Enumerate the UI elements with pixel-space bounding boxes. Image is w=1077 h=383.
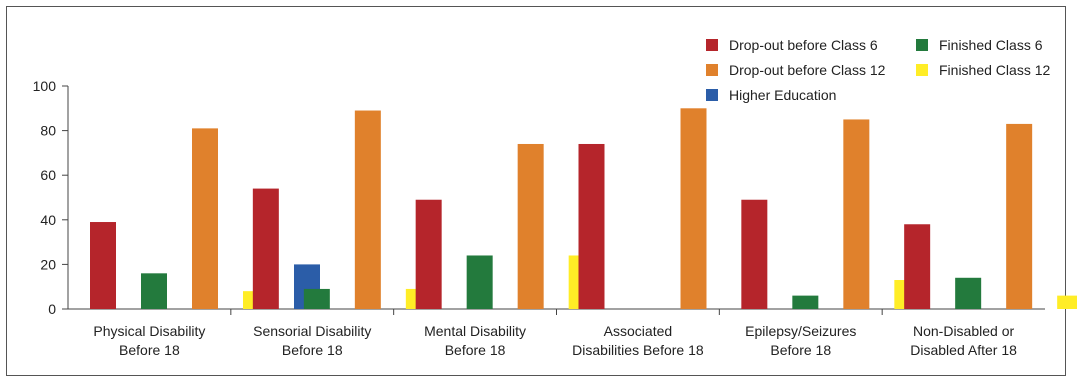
bar [578,143,605,309]
bar [904,224,931,309]
y-tick-label: 20 [40,256,56,272]
category-label: Before 18 [282,342,343,358]
chart-legend: Drop-out before Class 6 Finished Class 6 D… [706,37,1050,103]
bar [466,255,493,309]
legend-label: Finished Class 6 [939,37,1043,53]
category-label: Physical Disability [93,323,205,339]
bar [192,128,218,309]
legend-swatch [706,39,718,51]
bar [1057,295,1077,309]
category-labels: Physical Disability Before 18 Sensorial Di… [93,323,1017,358]
category-label: Associated [604,323,672,339]
chart-axes: 0 20 40 60 80 100 [33,78,1045,317]
bar [843,119,870,309]
y-tick-label: 80 [40,123,56,139]
y-tick-label: 100 [33,78,57,94]
bar [303,288,330,309]
legend-swatch [706,89,718,101]
category-label: Before 18 [445,342,506,358]
category-label: Sensorial Disability [253,323,371,339]
bar [90,222,116,309]
y-tick-label: 0 [48,301,56,317]
bar [252,188,279,309]
y-tick-label: 40 [40,212,56,228]
legend-swatch [916,64,928,76]
y-tick-label: 60 [40,167,56,183]
bar [1006,123,1033,309]
legend-label: Finished Class 12 [939,62,1050,78]
category-label: Before 18 [119,342,180,358]
category-label: Epilepsy/Seizures [745,323,856,339]
category-label: Non-Disabled or [913,323,1014,339]
legend-label: Drop-out before Class 12 [729,62,886,78]
bar [955,277,982,309]
category-label: Disabled After 18 [910,342,1017,358]
bar [680,108,707,309]
bar [415,199,442,309]
chart-bars [90,108,1077,309]
bar [354,110,381,309]
legend-label: Drop-out before Class 6 [729,37,878,53]
bar [517,143,544,309]
bar [741,199,768,309]
legend-label: Higher Education [729,87,836,103]
category-label: Before 18 [770,342,831,358]
bar [141,273,167,309]
category-label: Disabilities Before 18 [572,342,704,358]
legend-swatch [916,39,928,51]
legend-swatch [706,64,718,76]
bar [792,295,819,309]
category-label: Mental Disability [424,323,526,339]
